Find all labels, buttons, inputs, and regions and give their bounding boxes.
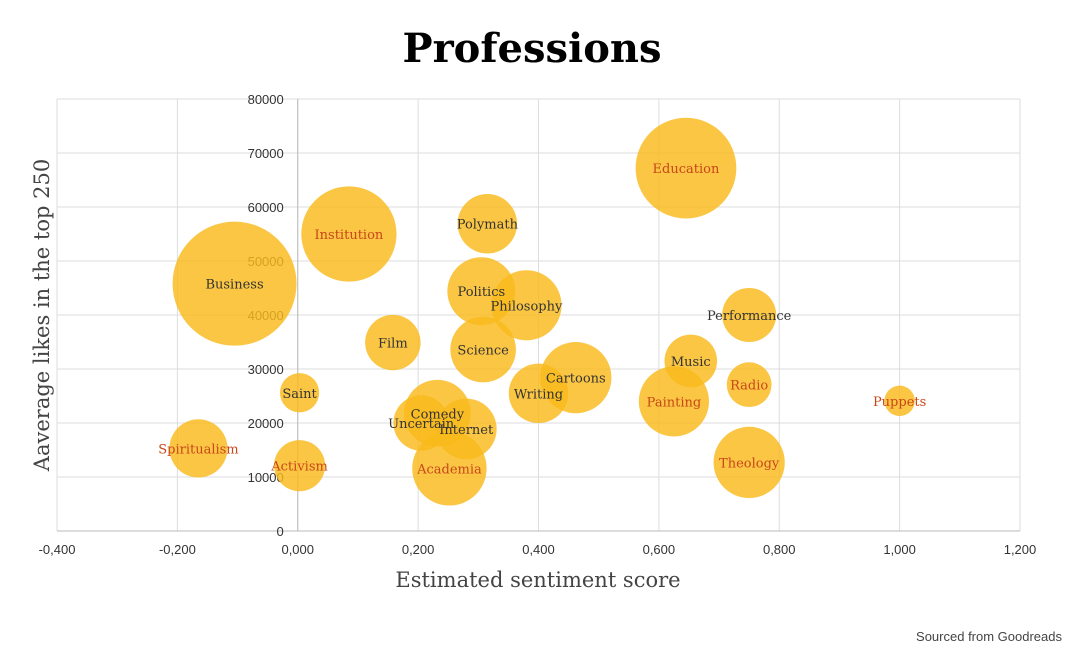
y-axis-title: Aaverage likes in the top 250 bbox=[30, 159, 54, 472]
bubble-activism[interactable] bbox=[273, 440, 326, 492]
bubble-label-polymath: Polymath bbox=[457, 218, 519, 233]
bubble-label-philosophy: Philosophy bbox=[491, 299, 563, 314]
bubble-polymath[interactable] bbox=[457, 194, 518, 254]
bubble-business[interactable] bbox=[172, 221, 297, 346]
bubble-label-comedy: Comedy bbox=[411, 407, 465, 422]
bubble-music[interactable] bbox=[664, 334, 718, 388]
bubbles: Business Institution Education Polymath Poli… bbox=[158, 117, 926, 506]
y-tick-label: 20000 bbox=[248, 416, 284, 431]
bubble-uncertain[interactable] bbox=[393, 395, 449, 451]
y-tick-label: 80000 bbox=[248, 92, 284, 107]
bubble-label-writing: Writing bbox=[514, 387, 563, 402]
y-tick-label: 30000 bbox=[248, 362, 284, 377]
bubble-labels: Business Institution Education Polymath Poli… bbox=[158, 162, 926, 477]
bubble-label-uncertain: Uncertain bbox=[388, 417, 455, 432]
x-tick-label: 0,000 bbox=[281, 542, 314, 557]
bubble-performance[interactable] bbox=[722, 287, 777, 343]
bubble-label-politics: Politics bbox=[457, 285, 505, 300]
bubble-film[interactable] bbox=[365, 314, 421, 371]
x-tick-label: 0,600 bbox=[643, 542, 676, 557]
bubble-politics[interactable] bbox=[447, 257, 516, 326]
x-tick-label: 0,200 bbox=[402, 542, 435, 557]
bubble-label-music: Music bbox=[671, 355, 711, 370]
bubble-label-radio: Radio bbox=[730, 379, 768, 394]
bubble-spiritualism[interactable] bbox=[169, 419, 228, 478]
bubble-label-painting: Painting bbox=[647, 395, 702, 410]
bubble-label-science: Science bbox=[457, 344, 509, 359]
y-tick-label: 60000 bbox=[248, 200, 284, 215]
bubble-label-institution: Institution bbox=[315, 228, 384, 243]
bubble-label-puppets: Puppets bbox=[873, 395, 926, 410]
bubble-label-cartoons: Cartoons bbox=[546, 372, 606, 387]
bubble-label-academia: Academia bbox=[416, 462, 482, 477]
bubble-circles bbox=[169, 117, 915, 506]
bubble-radio[interactable] bbox=[726, 362, 772, 408]
source-note: Sourced from Goodreads bbox=[916, 629, 1062, 644]
y-tick-label: 70000 bbox=[248, 146, 284, 161]
bubble-label-film: Film bbox=[378, 337, 408, 352]
bubble-label-internet: Internet bbox=[439, 423, 494, 438]
y-tick-label: 0 bbox=[277, 524, 284, 539]
x-tick-label: 1,000 bbox=[883, 542, 916, 557]
bubble-label-performance: Performance bbox=[707, 309, 792, 324]
bubble-puppets[interactable] bbox=[884, 385, 915, 417]
x-tick-label: 0,400 bbox=[522, 542, 555, 557]
bubble-label-activism: Activism bbox=[270, 460, 328, 475]
x-tick-label: 0,800 bbox=[763, 542, 796, 557]
bubble-writing[interactable] bbox=[508, 363, 569, 424]
bubble-institution[interactable] bbox=[301, 186, 397, 282]
bubble-internet[interactable] bbox=[435, 398, 497, 460]
x-axis-title: Estimated sentiment score bbox=[395, 568, 680, 592]
bubble-label-spiritualism: Spiritualism bbox=[158, 442, 238, 457]
x-tick-label: -0,200 bbox=[159, 542, 196, 557]
x-tick-label: 1,200 bbox=[1004, 542, 1037, 557]
bubble-science[interactable] bbox=[450, 316, 516, 383]
bubble-label-theology: Theology bbox=[719, 456, 780, 471]
bubble-label-business: Business bbox=[205, 278, 263, 293]
y-tick-label: 10000 bbox=[248, 470, 284, 485]
chart-title: Professions bbox=[402, 25, 661, 72]
bubble-label-saint: Saint bbox=[282, 387, 317, 402]
x-tick-label: -0,400 bbox=[39, 542, 76, 557]
bubble-label-education: Education bbox=[653, 162, 720, 177]
bubble-theology[interactable] bbox=[713, 426, 785, 499]
bubble-saint[interactable] bbox=[279, 373, 320, 413]
bubble-education[interactable] bbox=[635, 117, 737, 219]
